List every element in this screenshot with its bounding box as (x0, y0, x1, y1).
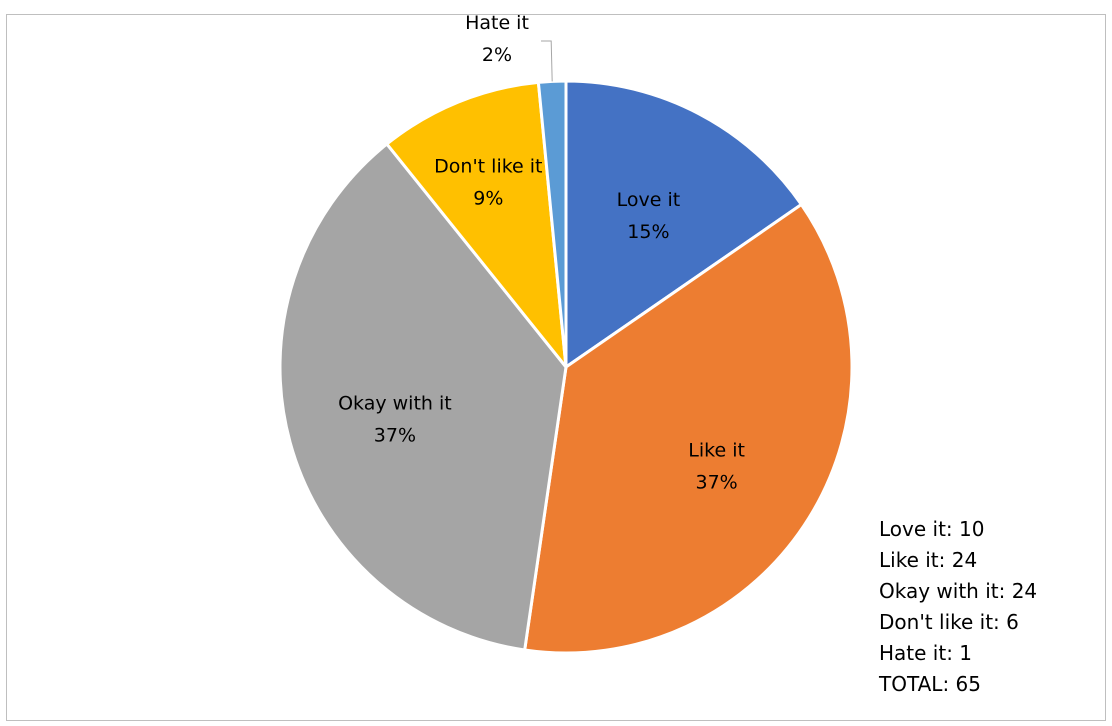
summary-line: Hate it: 1 (879, 641, 973, 665)
data-label-category-like-it: Like it (688, 440, 745, 462)
data-label-category-love-it: Love it (617, 189, 681, 211)
data-label-percent-love-it: 15% (627, 221, 669, 243)
pie-chart: Love it 15% Like it 37% Okay with it 37% Don't… (278, 15, 854, 655)
pie-slice-like-it (523, 203, 854, 655)
pie-slice-don-t-like-it (385, 80, 568, 369)
summary-line: Don't like it: 6 (879, 610, 1019, 634)
data-label-percent-like-it: 37% (696, 472, 738, 494)
summary-line: Okay with it: 24 (879, 579, 1038, 603)
summary-line: Like it: 24 (879, 548, 978, 572)
count-summary: Love it: 10 Like it: 24 Okay with it: 24 Do… (879, 514, 1037, 700)
data-label-category-okay-with-it: Okay with it (338, 393, 452, 415)
leader-line-hate-it (541, 40, 553, 82)
summary-line: TOTAL: 65 (879, 672, 981, 696)
summary-line: Love it: 10 (879, 517, 985, 541)
pie-slice-love-it (564, 79, 803, 369)
data-label-percent-hate-it: 2% (482, 44, 512, 66)
data-label-percent-okay-with-it: 37% (374, 425, 416, 447)
pie-slice-okay-with-it (278, 142, 568, 652)
data-label-category-hate-it: Hate it (465, 15, 529, 34)
chart-area: Love it 15% Like it 37% Okay with it 37% Don't… (6, 14, 1106, 721)
data-label-percent-don-t-like-it: 9% (473, 187, 503, 209)
data-label-category-don-t-like-it: Don't like it (434, 155, 542, 177)
pie-slice-hate-it (536, 79, 568, 369)
